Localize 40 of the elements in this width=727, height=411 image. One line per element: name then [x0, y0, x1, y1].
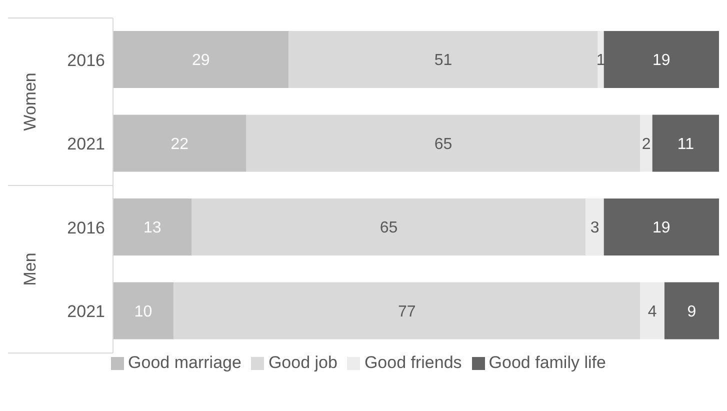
bar: [113, 198, 192, 256]
bar: [640, 282, 664, 340]
bar: [288, 31, 598, 88]
bar: [652, 114, 719, 172]
bar: [586, 198, 604, 256]
bar: [192, 198, 586, 256]
y-tick-label: 2021: [67, 134, 105, 154]
data-label: 2: [642, 136, 651, 153]
bar: [113, 31, 289, 88]
y-tick-label: 2016: [67, 218, 105, 238]
bar: [113, 114, 246, 172]
data-label: 11: [677, 136, 694, 153]
data-label: 9: [687, 303, 696, 320]
data-label: 19: [652, 220, 670, 237]
bar: [664, 282, 719, 340]
bar: [174, 282, 640, 340]
y-tick-label: 2016: [67, 50, 105, 70]
bar: [246, 114, 640, 172]
data-label: 77: [398, 303, 416, 320]
legend-label: Good job: [268, 353, 338, 372]
data-label: 65: [434, 136, 452, 153]
bar: [604, 31, 719, 88]
data-label: 4: [648, 303, 657, 320]
data-label: 13: [143, 220, 162, 237]
legend-label: Good family life: [488, 353, 606, 372]
text: Women: [20, 72, 40, 131]
data-label: 29: [192, 52, 210, 70]
legend-label: Good friends: [364, 353, 462, 372]
data-label: 19: [652, 52, 670, 70]
bar: [604, 198, 719, 256]
data-label: 51: [434, 52, 452, 70]
data-label: 3: [590, 220, 600, 237]
text: Men: [20, 252, 40, 286]
bar: [113, 282, 174, 340]
data-label: 65: [380, 220, 398, 237]
bar: [640, 114, 652, 172]
data-label: 10: [134, 303, 152, 320]
data-label: 22: [170, 136, 189, 153]
y-tick-label: 2021: [67, 302, 105, 322]
legend-label: Good marriage: [128, 353, 242, 372]
